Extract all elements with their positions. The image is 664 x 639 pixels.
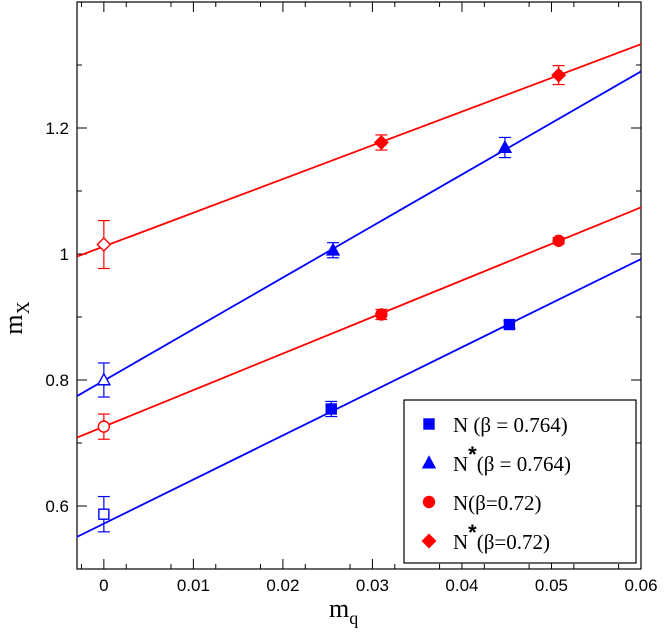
legend-label-base: N: [453, 530, 468, 554]
x-axis-title: mq: [329, 594, 358, 628]
y-tick-label: 1.2: [45, 119, 69, 138]
axis-ticks: [77, 2, 642, 569]
legend-marker: [421, 533, 437, 549]
x-tick-label: 0: [99, 576, 108, 595]
data-point: [375, 308, 388, 321]
data-point: [497, 139, 513, 153]
legend-label-suffix: (β = 0.764): [477, 452, 571, 476]
y-axis-title: mX: [0, 301, 33, 334]
fit-line-series-4: [76, 43, 642, 258]
fit-line-series-2: [76, 70, 642, 397]
data-point: [98, 508, 110, 520]
x-tick-label: 0.03: [356, 576, 389, 595]
y-tick-label: 1: [60, 245, 69, 264]
legend-label-base: N: [453, 413, 468, 437]
data-point: [325, 242, 341, 256]
x-tick-label: 0.01: [177, 576, 210, 595]
legend-label: N*(β = 0.764): [453, 442, 571, 476]
y-tick-label: 0.6: [45, 497, 69, 516]
data-point: [373, 135, 389, 150]
legend: N (β = 0.764)N*(β = 0.764)N(β=0.72)N*(β=…: [403, 399, 637, 564]
legend-label-base: N: [453, 452, 468, 476]
data-point: [325, 403, 337, 415]
data-point: [551, 67, 567, 83]
legend-marker: [421, 455, 437, 469]
data-markers: [96, 65, 567, 533]
data-point: [503, 318, 516, 331]
legend-box: [403, 399, 637, 564]
x-tick-label: 0.05: [535, 576, 568, 595]
legend-label: N (β = 0.764): [453, 413, 568, 437]
x-axis-title-main: m: [329, 594, 349, 623]
legend-marker: [423, 418, 435, 430]
legend-marker: [422, 495, 436, 509]
fit-line-series-3: [76, 206, 642, 439]
legend-label-suffix: (β=0.72): [477, 530, 550, 554]
data-point: [96, 372, 112, 386]
y-tick-label: 0.8: [45, 371, 69, 390]
y-axis-title-sub: X: [13, 301, 33, 314]
legend-label: N*(β=0.72): [453, 520, 550, 554]
x-tick-label: 0.04: [445, 576, 478, 595]
x-tick-label: 0.02: [266, 576, 299, 595]
x-axis-title-sub: q: [349, 608, 358, 628]
plot-frame: [76, 1, 642, 570]
data-point: [97, 420, 111, 433]
legend-label-star: *: [468, 442, 477, 467]
x-tick-label: 0.06: [624, 576, 657, 595]
legend-label-star: *: [468, 520, 477, 545]
legend-label-suffix: (β = 0.764): [468, 413, 568, 437]
data-point: [96, 237, 112, 253]
legend-label: N(β=0.72): [453, 491, 541, 515]
fit-lines: [76, 43, 642, 538]
y-axis-title-main: m: [0, 314, 28, 334]
legend-label-base: N: [453, 491, 468, 515]
legend-label-suffix: (β=0.72): [468, 491, 541, 515]
fit-line-series-1: [76, 258, 642, 538]
data-point: [552, 234, 565, 247]
tick-labels: 0 0.01 0.02 0.03 0.04 0.05 0.06 0.6 0.8 1 1.2: [45, 119, 657, 595]
